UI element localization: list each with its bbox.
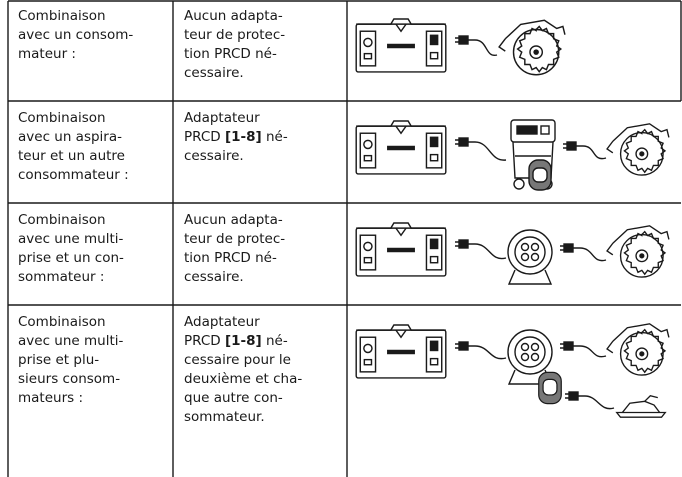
text: cessaire. <box>184 148 244 164</box>
text-line: tion PRCD né- <box>184 249 285 268</box>
text-line: PRCD [1-8] né- <box>184 128 288 147</box>
text-line: teur de protec- <box>184 26 285 45</box>
text-line: mateur : <box>18 46 76 62</box>
text: cessaire pour le <box>184 352 291 368</box>
text: tion PRCD né- <box>184 46 277 62</box>
text: sommateur. <box>184 409 265 425</box>
requirement-cell: Adaptateur PRCD [1-8] né-cessaire. <box>184 109 288 166</box>
text-line: cessaire pour le <box>184 351 302 370</box>
text: né- <box>261 333 288 349</box>
text-line: Aucun adapta- <box>184 211 285 230</box>
text-line: que autre con- <box>184 389 302 408</box>
text-line: Aucun adapta- <box>184 7 285 26</box>
text-line: avec un aspira- <box>18 129 123 145</box>
table-grid <box>7 0 682 477</box>
combination-cell: Combinaison avec un aspira-teur et un aut… <box>18 109 129 185</box>
text: né- <box>261 129 288 145</box>
text-line: deuxième et cha- <box>184 370 302 389</box>
reference: [1-8] <box>224 333 262 349</box>
text: cessaire. <box>184 269 244 285</box>
text-line: avec une multi- <box>18 333 124 349</box>
text-line: Combinaison <box>18 212 106 228</box>
text: PRCD <box>184 129 225 145</box>
text-line: Combinaison <box>18 8 106 24</box>
text-line: sommateur : <box>18 269 105 285</box>
combination-cell: Combinaison avec une multi-prise et plu-s… <box>18 313 123 408</box>
text: Aucun adapta- <box>184 212 283 228</box>
text-line: consommateur : <box>18 167 129 183</box>
text-line: tion PRCD né- <box>184 45 285 64</box>
text-line: mateurs : <box>18 390 84 406</box>
text: teur de protec- <box>184 27 286 43</box>
text: Aucun adapta- <box>184 8 283 24</box>
text: Adaptateur <box>184 314 260 330</box>
text: deuxième et cha- <box>184 371 303 387</box>
text-line: avec un consom- <box>18 27 134 43</box>
row-1-illustration <box>355 18 566 76</box>
requirement-cell: Aucun adapta-teur de protec-tion PRCD né… <box>184 7 285 83</box>
text-line: teur et un autre <box>18 148 125 164</box>
requirement-cell: Aucun adapta-teur de protec-tion PRCD né… <box>184 211 285 287</box>
reference: [1-8] <box>224 129 262 145</box>
row-3-illustration <box>355 222 670 285</box>
text-line: cessaire. <box>184 64 285 83</box>
text: tion PRCD né- <box>184 250 277 266</box>
text-line: prise et plu- <box>18 352 100 368</box>
text-line: avec une multi- <box>18 231 124 247</box>
text: teur de protec- <box>184 231 286 247</box>
text-line: Adaptateur <box>184 313 302 332</box>
text-line: prise et un con- <box>18 250 124 266</box>
row-2-illustration <box>355 119 670 191</box>
text-line: Combinaison <box>18 314 106 330</box>
text-line: cessaire. <box>184 147 288 166</box>
text: PRCD <box>184 333 225 349</box>
text: que autre con- <box>184 390 283 406</box>
text: Adaptateur <box>184 110 260 126</box>
text-line: Adaptateur <box>184 109 288 128</box>
combination-cell: Combinaison avec une multi-prise et un co… <box>18 211 124 287</box>
text-line: sieurs consom- <box>18 371 121 387</box>
text-line: PRCD [1-8] né- <box>184 332 302 351</box>
row-4-illustration <box>355 323 670 418</box>
text-line: Combinaison <box>18 110 106 126</box>
combination-cell: Combinaison avec un consom-mateur : <box>18 7 133 64</box>
text-line: sommateur. <box>184 408 302 427</box>
text-line: cessaire. <box>184 268 285 287</box>
text: cessaire. <box>184 65 244 81</box>
text-line: teur de protec- <box>184 230 285 249</box>
requirement-cell: Adaptateur PRCD [1-8] né-cessaire pour le… <box>184 313 302 427</box>
